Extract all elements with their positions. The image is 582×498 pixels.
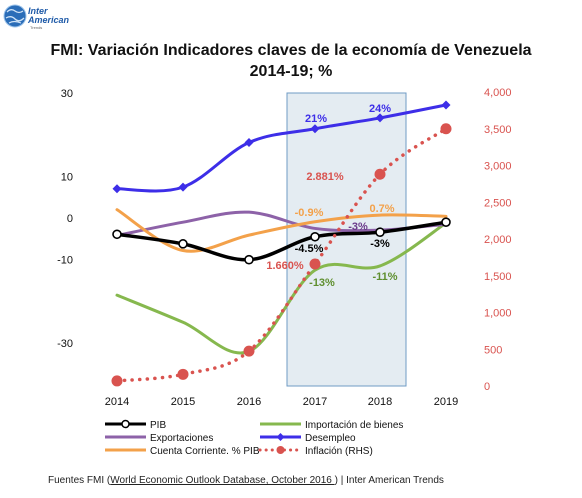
data-label: 24% xyxy=(369,103,391,115)
point-desempleo xyxy=(375,113,385,123)
data-label: -3% xyxy=(370,238,390,250)
legend-marker-desempleo xyxy=(276,433,285,441)
y-right-tick-label: 1,500 xyxy=(484,271,512,283)
x-tick-label: 2014 xyxy=(105,396,129,408)
legend-label-desempleo: Desempleo xyxy=(305,433,356,444)
point-pib xyxy=(112,229,122,240)
chart-canvas: 30 10 0 -10 -30 0 500 1,000 1,500 2,000 2,500 3,000… xyxy=(57,87,512,457)
y-right-tick-label: 3,500 xyxy=(484,124,512,136)
y-right-tick-label: 2,000 xyxy=(484,234,512,246)
data-label: 2.881% xyxy=(306,171,344,183)
y-right-tick-label: 3,000 xyxy=(484,161,512,173)
data-label: -0.9% xyxy=(295,207,324,219)
y-left-tick-label: -30 xyxy=(57,338,73,350)
point-pib xyxy=(441,217,451,227)
y-right-tick-label: 2,500 xyxy=(484,197,512,209)
point-desempleo xyxy=(112,184,122,194)
legend-marker-pib xyxy=(121,419,130,429)
point-pib xyxy=(178,239,188,249)
legend-label-importaci-n-de-bienes: Importación de bienes xyxy=(305,420,403,431)
logo-line1: Inter xyxy=(28,6,48,16)
source-link[interactable]: World Economic Outlook Database, October… xyxy=(110,475,335,486)
data-label: -11% xyxy=(372,271,397,283)
globe-icon xyxy=(3,4,27,28)
legend-label-cuenta-corriente-pib: Cuenta Corriente. % PIB xyxy=(150,446,260,457)
y-left-tick-label: 30 xyxy=(61,88,73,100)
point-inflaci-n-rhs xyxy=(111,375,123,387)
y-right-tick-label: 500 xyxy=(484,344,502,356)
y-right-tick-label: 1,000 xyxy=(484,308,512,320)
series-line-inflaci-n-rhs xyxy=(115,127,448,383)
point-desempleo xyxy=(441,100,451,110)
y-left-tick-label: 0 xyxy=(67,213,73,225)
data-label: 0.7% xyxy=(369,203,394,215)
data-label: 21% xyxy=(305,113,327,125)
logo-line2: American xyxy=(28,15,70,25)
source-suffix: ) | Inter American Trends xyxy=(334,475,444,486)
x-tick-label: 2016 xyxy=(237,396,261,408)
chart-title-line1: FMI: Variación Indicadores claves de la … xyxy=(50,42,532,59)
legend-label-exportaciones: Exportaciones xyxy=(150,433,213,444)
inter-american-trends-logo: Inter American Trends xyxy=(2,2,82,30)
y-left-tick-label: 10 xyxy=(61,171,73,183)
point-desempleo xyxy=(310,124,320,134)
data-label: -3% xyxy=(348,221,368,233)
y-right-tick-label: 0 xyxy=(484,381,490,393)
data-label: -4.5% xyxy=(295,243,324,255)
point-pib xyxy=(310,231,320,242)
x-tick-label: 2015 xyxy=(171,396,195,408)
legend-marker-inflaci-n-rhs xyxy=(276,446,285,454)
data-label: -13% xyxy=(309,277,335,289)
point-inflaci-n-rhs xyxy=(177,368,189,380)
x-tick-label: 2017 xyxy=(303,396,327,408)
point-inflaci-n-rhs xyxy=(309,258,321,270)
series-line-pib xyxy=(115,220,448,262)
x-tick-label: 2018 xyxy=(368,396,392,408)
legend-label-pib: PIB xyxy=(150,420,166,431)
point-desempleo xyxy=(178,182,188,192)
data-label: 1.660% xyxy=(266,260,304,272)
source-prefix: Fuentes FMI ( xyxy=(48,475,111,486)
x-tick-label: 2019 xyxy=(434,396,458,408)
series-line-cuenta-corriente-pib xyxy=(115,208,448,253)
series-line-desempleo xyxy=(115,103,448,193)
chart-title: FMI: Variación Indicadores claves de la … xyxy=(0,40,582,82)
point-inflaci-n-rhs xyxy=(440,123,452,135)
point-inflaci-n-rhs xyxy=(243,345,255,357)
point-inflaci-n-rhs xyxy=(374,168,386,180)
logo-line3: Trends xyxy=(30,25,43,30)
y-left-tick-label: -10 xyxy=(57,255,73,267)
y-right-tick-label: 4,000 xyxy=(484,87,512,99)
legend-label-inflaci-n-rhs: Inflación (RHS) xyxy=(305,446,373,457)
point-pib xyxy=(375,227,385,237)
source-note: Fuentes FMI (World Economic Outlook Data… xyxy=(48,475,444,486)
point-desempleo xyxy=(244,138,254,148)
chart-title-line2: 2014-19; % xyxy=(249,63,333,80)
point-pib xyxy=(244,254,254,265)
